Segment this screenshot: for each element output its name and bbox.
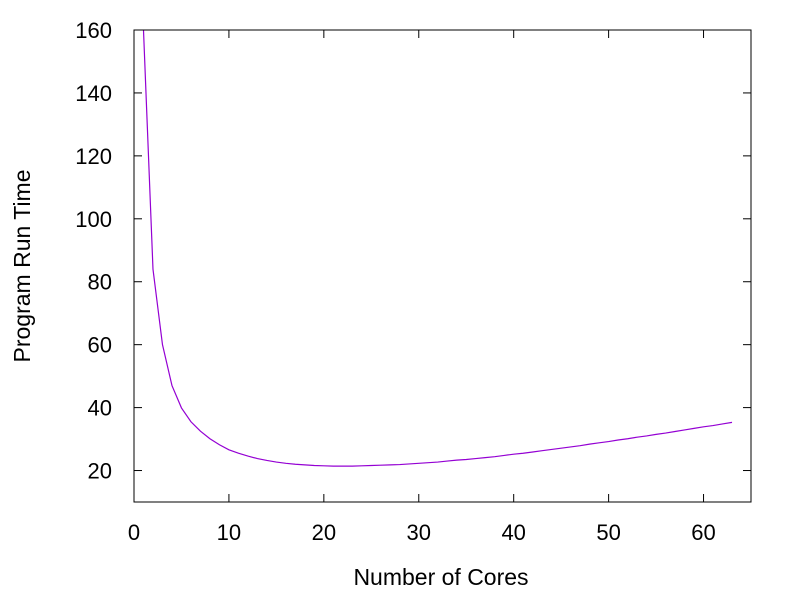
x-tick-label: 0: [128, 520, 140, 545]
plot-frame: [133, 29, 752, 503]
y-tick-label: 120: [75, 144, 112, 169]
x-axis-ticks: 0 10 20 30 40 50 60: [128, 30, 716, 545]
y-tick-label: 100: [75, 207, 112, 232]
x-tick-label: 50: [596, 520, 620, 545]
run-time-series-line: [142, 29, 733, 467]
y-tick-label: 40: [88, 396, 112, 421]
y-axis-label: Program Run Time: [9, 169, 35, 362]
y-tick-label: 140: [75, 81, 112, 106]
x-tick-label: 10: [217, 520, 241, 545]
x-tick-label: 30: [407, 520, 431, 545]
x-axis-label: Number of Cores: [353, 564, 528, 590]
y-axis-ticks: 20 40 60 80 100 120 140 160: [75, 18, 751, 484]
y-tick-label: 80: [88, 270, 112, 295]
x-tick-label: 20: [312, 520, 336, 545]
y-tick-label: 160: [75, 18, 112, 43]
y-tick-label: 60: [88, 333, 112, 358]
y-tick-label: 20: [88, 459, 112, 484]
x-tick-label: 40: [501, 520, 525, 545]
x-tick-label: 60: [691, 520, 715, 545]
